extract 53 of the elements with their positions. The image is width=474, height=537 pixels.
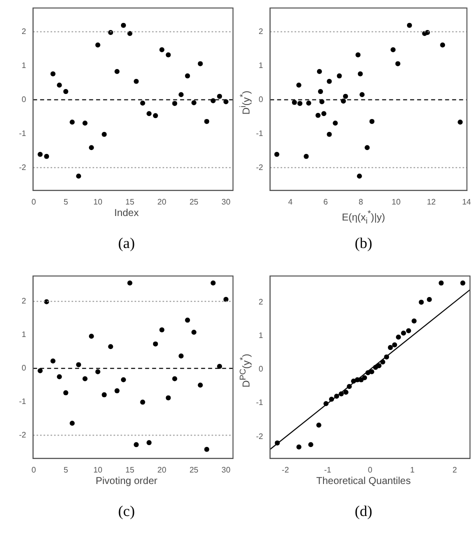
x-tick-label: 5 [64,465,69,474]
text: (b) [354,236,374,253]
x-tick-label: 14 [462,197,472,206]
text: (c) [117,504,136,521]
y-tick-label: -2 [256,432,264,441]
x-tick-label: 6 [323,197,328,206]
y-tick-label: -1 [18,128,27,138]
y-tick-label: 1 [22,330,27,340]
y-tick-label: 2 [22,296,27,306]
x-tick-label: 2 [452,465,458,474]
y-tick-label: -2 [18,162,27,172]
y-tick-label: 0 [22,364,27,373]
x-tick-label: 25 [189,465,199,474]
y-tick-label: 2 [22,26,27,36]
x-tick-label: 0 [32,197,37,206]
x-tick-label: -2 [282,465,290,474]
x-axis-title: Pivoting order [94,476,158,487]
x-tick-label: 10 [392,197,402,206]
y-tick-label: 0 [22,94,27,104]
x-tick-label: 20 [157,197,167,206]
x-axis-title: Index [113,208,140,219]
x-tick-label: 15 [125,197,135,206]
x-tick-label: 0 [368,465,373,474]
x-tick-label: 4 [288,197,294,206]
y-tick-label: 1 [258,60,264,70]
y-tick-label: 0 [258,94,264,104]
x-tick-label: 15 [125,465,135,474]
x-tick-label: 12 [426,197,436,206]
text: (a) [117,236,136,253]
x-tick-label: 25 [189,197,199,206]
x-tick-label: -1 [324,465,332,474]
x-tick-label: 5 [64,197,69,206]
text: (d) [354,504,374,521]
x-tick-label: 30 [222,465,231,474]
y-tick-label: 1 [258,330,264,340]
y-tick-label: 2 [258,26,264,36]
x-axis-title: E(η(x$_{i}$$^{*}$)|y) [340,208,386,226]
x-tick-label: 0 [32,465,37,474]
y-tick-label: 0 [258,364,264,374]
x-axis-title: Theoretical Quantiles [315,476,412,487]
y-tick-label: 2 [258,297,264,306]
x-tick-label: 10 [93,197,103,206]
y-tick-label: 1 [22,60,27,70]
x-tick-label: 20 [157,465,167,474]
x-tick-label: 10 [93,465,103,474]
y-tick-label: -1 [256,128,264,138]
y-tick-label: -1 [256,398,264,408]
x-tick-label: 1 [410,465,416,474]
y-tick-label: -2 [18,430,27,440]
x-tick-label: 8 [358,197,364,206]
y-tick-label: -1 [18,397,27,406]
y-tick-label: -2 [256,162,264,172]
x-tick-label: 30 [222,197,231,206]
